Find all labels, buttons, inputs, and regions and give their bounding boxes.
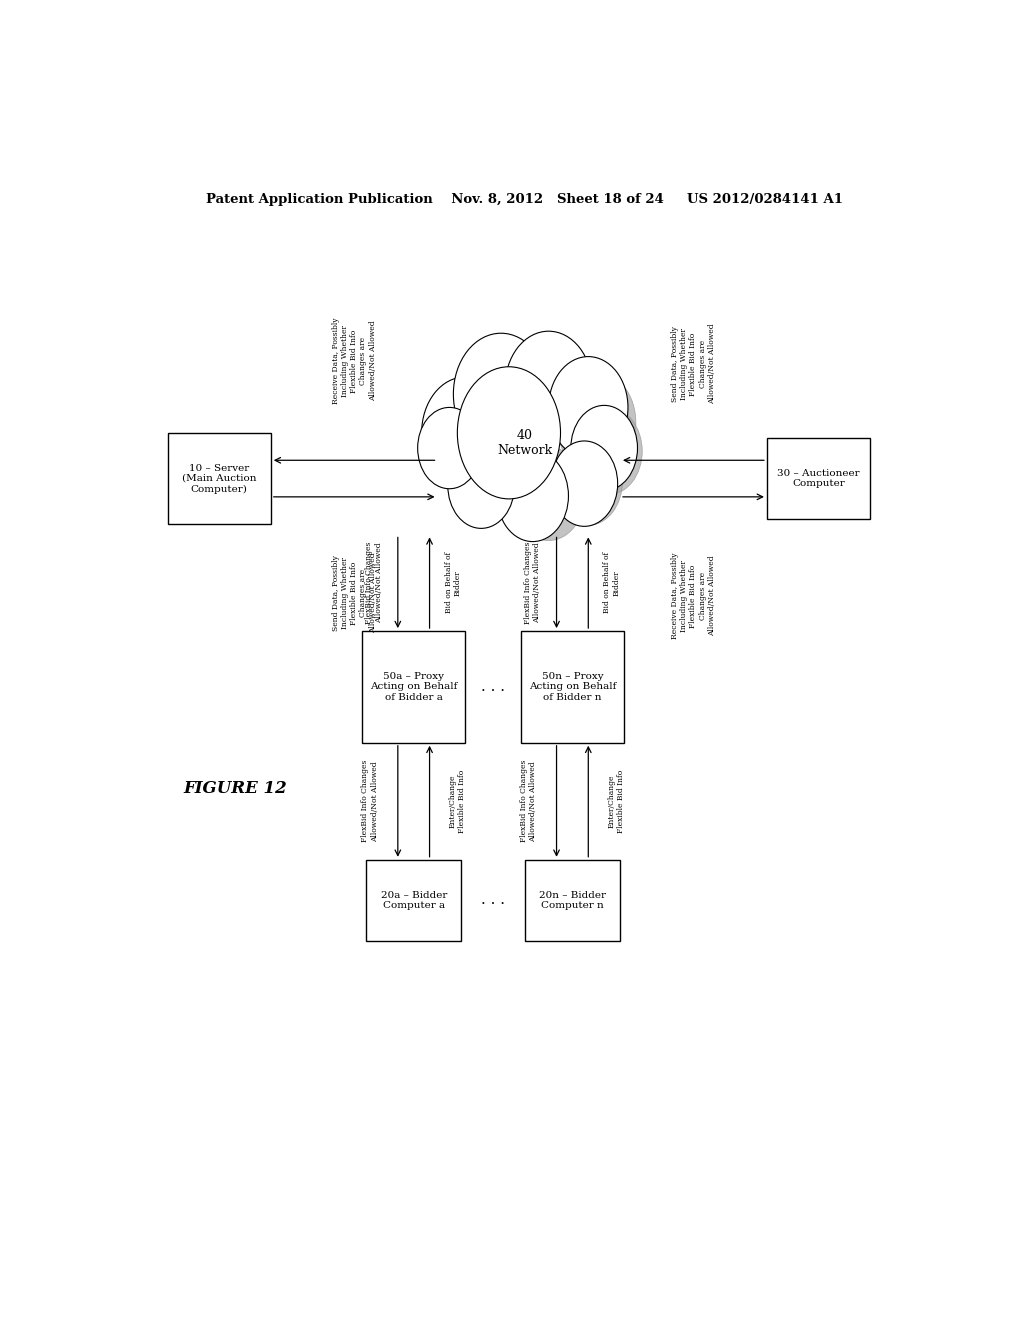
Text: Bid on Behalf of
Bidder: Bid on Behalf of Bidder: [444, 552, 462, 614]
Text: FlexBid Info Changes
Allowed/Not Allowed: FlexBid Info Changes Allowed/Not Allowed: [361, 760, 379, 842]
FancyBboxPatch shape: [367, 859, 461, 941]
Text: FIGURE 12: FIGURE 12: [183, 780, 288, 797]
Text: . . .: . . .: [481, 894, 505, 907]
Text: Receive Data, Possibly
Including Whether
Flexible Bid Info
Changes are
Allowed/N: Receive Data, Possibly Including Whether…: [671, 553, 716, 639]
Text: 20a – Bidder
Computer a: 20a – Bidder Computer a: [381, 891, 446, 909]
Circle shape: [512, 447, 585, 541]
FancyBboxPatch shape: [524, 859, 620, 941]
Text: Enter/Change
Flexible Bid Info: Enter/Change Flexible Bid Info: [607, 770, 625, 833]
Text: Bid on Behalf of
Bidder: Bid on Behalf of Bidder: [603, 552, 621, 614]
Text: 50n – Proxy
Acting on Behalf
of Bidder n: 50n – Proxy Acting on Behalf of Bidder n: [528, 672, 616, 702]
Text: Patent Application Publication    Nov. 8, 2012   Sheet 18 of 24     US 2012/0284: Patent Application Publication Nov. 8, 2…: [206, 193, 844, 206]
Text: FlexBid Info Changes
Allowed/Not Allowed: FlexBid Info Changes Allowed/Not Allowed: [366, 541, 383, 624]
Circle shape: [418, 408, 481, 488]
FancyBboxPatch shape: [521, 631, 624, 743]
Text: Send Data, Possibly
Including Whether
Flexible Bid Info
Changes are
Allowed/Not : Send Data, Possibly Including Whether Fl…: [671, 323, 716, 404]
FancyBboxPatch shape: [168, 433, 270, 524]
Text: 30 – Auctioneer
Computer: 30 – Auctioneer Computer: [777, 469, 860, 488]
Text: Enter/Change
Flexible Bid Info: Enter/Change Flexible Bid Info: [449, 770, 466, 833]
Circle shape: [447, 444, 514, 528]
Circle shape: [549, 356, 628, 458]
Circle shape: [551, 441, 617, 527]
Circle shape: [505, 331, 592, 444]
Text: 20n – Bidder
Computer n: 20n – Bidder Computer n: [539, 891, 606, 909]
Text: 10 – Server
(Main Auction
Computer): 10 – Server (Main Auction Computer): [182, 463, 257, 494]
Circle shape: [554, 438, 623, 525]
Text: . . .: . . .: [481, 680, 505, 694]
Circle shape: [422, 378, 509, 488]
Text: Send Data, Possibly
Including Whether
Flexible Bid Info
Changes are
Allowed/Not : Send Data, Possibly Including Whether Fl…: [332, 553, 377, 634]
Circle shape: [454, 333, 549, 455]
Circle shape: [556, 372, 636, 474]
FancyBboxPatch shape: [362, 631, 465, 743]
Circle shape: [574, 408, 642, 495]
FancyBboxPatch shape: [767, 438, 870, 519]
Text: 50a – Proxy
Acting on Behalf
of Bidder a: 50a – Proxy Acting on Behalf of Bidder a: [370, 672, 458, 702]
Text: FlexBid Info Changes
Allowed/Not Allowed: FlexBid Info Changes Allowed/Not Allowed: [524, 541, 542, 624]
Text: Receive Data, Possibly
Including Whether
Flexible Bid Info
Changes are
Allowed/N: Receive Data, Possibly Including Whether…: [332, 318, 377, 404]
Circle shape: [497, 450, 568, 541]
Circle shape: [570, 405, 638, 491]
Circle shape: [458, 367, 560, 499]
Text: 40
Network: 40 Network: [498, 429, 552, 457]
Text: FlexBid Info Changes
Allowed/Not Allowed: FlexBid Info Changes Allowed/Not Allowed: [520, 760, 538, 842]
